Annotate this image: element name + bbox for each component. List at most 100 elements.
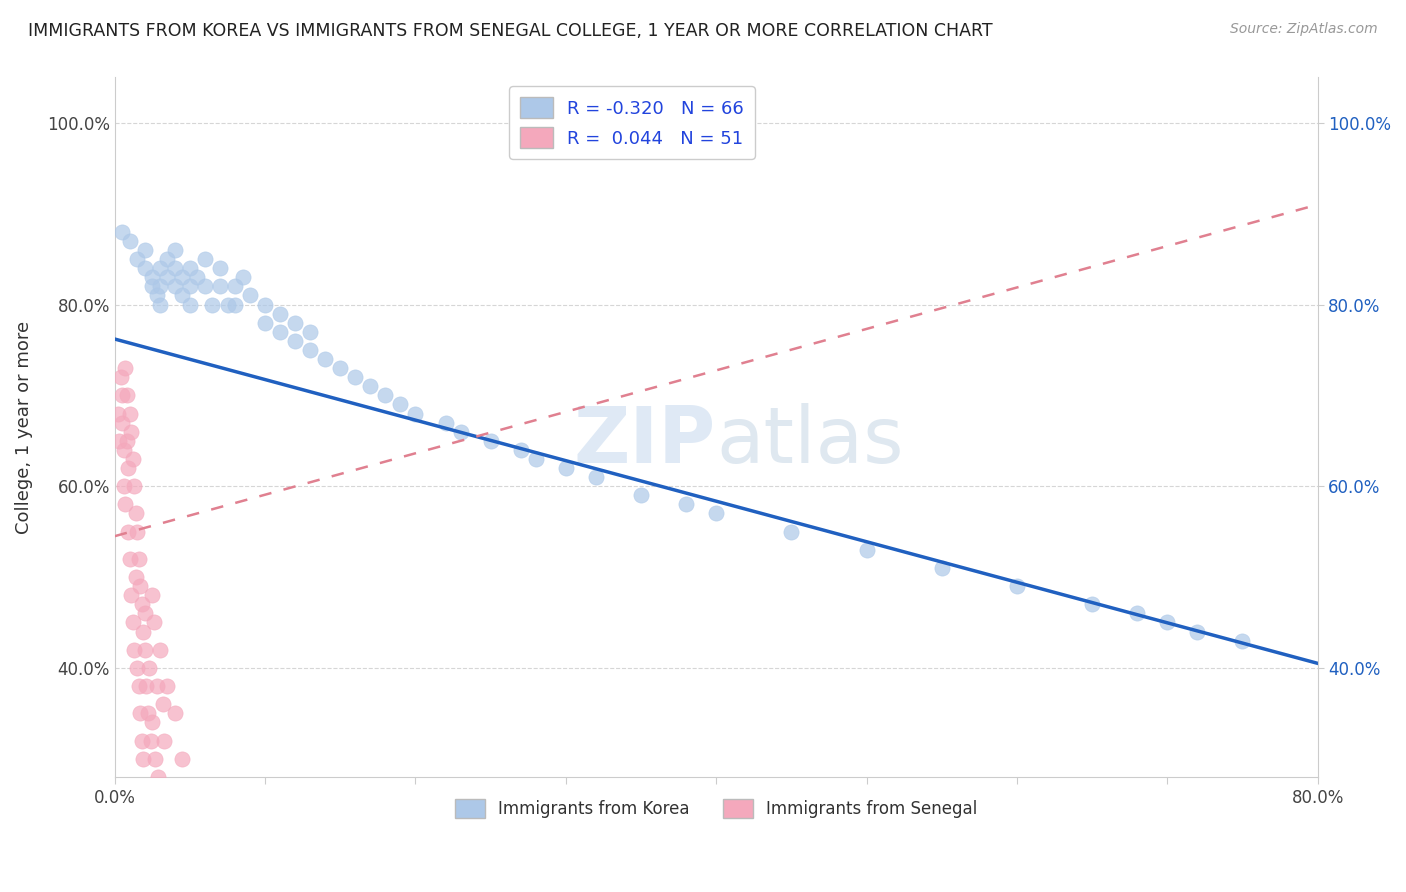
- Point: [232, 270, 254, 285]
- Point: [143, 752, 166, 766]
- Point: [112, 479, 135, 493]
- Point: [110, 370, 132, 384]
- Point: [217, 297, 239, 311]
- Point: [855, 542, 877, 557]
- Point: [114, 361, 136, 376]
- Point: [585, 470, 607, 484]
- Point: [118, 407, 141, 421]
- Point: [344, 370, 367, 384]
- Point: [1081, 597, 1104, 611]
- Point: [179, 279, 201, 293]
- Point: [554, 461, 576, 475]
- Point: [208, 261, 231, 276]
- Point: [450, 425, 472, 439]
- Point: [136, 706, 159, 721]
- Point: [172, 270, 194, 285]
- Point: [118, 234, 141, 248]
- Point: [284, 334, 307, 348]
- Point: [163, 279, 186, 293]
- Point: [163, 706, 186, 721]
- Point: [194, 279, 217, 293]
- Point: [153, 733, 176, 747]
- Point: [127, 524, 149, 539]
- Point: [201, 297, 224, 311]
- Point: [117, 461, 139, 475]
- Point: [142, 615, 165, 630]
- Point: [114, 497, 136, 511]
- Point: [141, 270, 163, 285]
- Point: [931, 561, 953, 575]
- Point: [129, 579, 152, 593]
- Point: [112, 442, 135, 457]
- Y-axis label: College, 1 year or more: College, 1 year or more: [15, 320, 32, 533]
- Point: [359, 379, 381, 393]
- Point: [149, 279, 172, 293]
- Point: [128, 679, 150, 693]
- Point: [224, 297, 246, 311]
- Point: [146, 288, 169, 302]
- Point: [780, 524, 803, 539]
- Point: [149, 297, 172, 311]
- Point: [1187, 624, 1209, 639]
- Point: [269, 325, 291, 339]
- Point: [135, 679, 157, 693]
- Point: [125, 507, 148, 521]
- Point: [127, 252, 149, 266]
- Point: [111, 225, 134, 239]
- Text: IMMIGRANTS FROM KOREA VS IMMIGRANTS FROM SENEGAL COLLEGE, 1 YEAR OR MORE CORRELA: IMMIGRANTS FROM KOREA VS IMMIGRANTS FROM…: [28, 22, 993, 40]
- Point: [131, 733, 153, 747]
- Point: [314, 351, 336, 366]
- Point: [524, 452, 547, 467]
- Point: [630, 488, 652, 502]
- Point: [124, 479, 146, 493]
- Point: [186, 270, 208, 285]
- Point: [179, 297, 201, 311]
- Point: [141, 279, 163, 293]
- Point: [111, 416, 134, 430]
- Point: [254, 316, 277, 330]
- Point: [163, 243, 186, 257]
- Point: [149, 642, 172, 657]
- Point: [163, 261, 186, 276]
- Point: [120, 588, 142, 602]
- Point: [132, 752, 155, 766]
- Point: [128, 552, 150, 566]
- Point: [117, 524, 139, 539]
- Text: Source: ZipAtlas.com: Source: ZipAtlas.com: [1230, 22, 1378, 37]
- Point: [156, 270, 179, 285]
- Point: [134, 642, 156, 657]
- Legend: Immigrants from Korea, Immigrants from Senegal: Immigrants from Korea, Immigrants from S…: [449, 792, 984, 824]
- Point: [156, 679, 179, 693]
- Point: [141, 588, 163, 602]
- Point: [389, 397, 412, 411]
- Point: [115, 434, 138, 448]
- Point: [149, 261, 172, 276]
- Point: [121, 615, 143, 630]
- Point: [254, 297, 277, 311]
- Point: [107, 407, 129, 421]
- Point: [148, 770, 170, 784]
- Point: [329, 361, 352, 376]
- Point: [131, 597, 153, 611]
- Point: [194, 252, 217, 266]
- Point: [374, 388, 396, 402]
- Point: [675, 497, 697, 511]
- Point: [121, 452, 143, 467]
- Point: [115, 388, 138, 402]
- Point: [124, 642, 146, 657]
- Point: [224, 279, 246, 293]
- Point: [134, 607, 156, 621]
- Point: [129, 706, 152, 721]
- Point: [152, 697, 174, 711]
- Point: [125, 570, 148, 584]
- Point: [120, 425, 142, 439]
- Point: [299, 343, 322, 357]
- Point: [404, 407, 426, 421]
- Point: [284, 316, 307, 330]
- Point: [127, 661, 149, 675]
- Point: [134, 261, 156, 276]
- Point: [208, 279, 231, 293]
- Point: [299, 325, 322, 339]
- Point: [704, 507, 727, 521]
- Point: [1156, 615, 1178, 630]
